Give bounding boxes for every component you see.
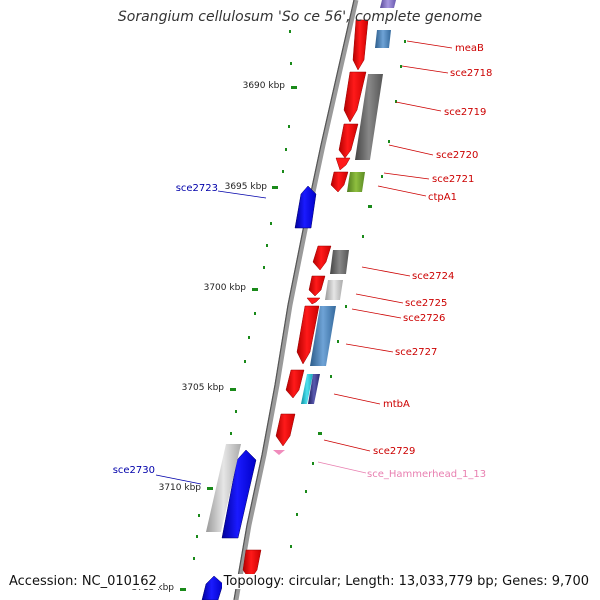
gene-label-ctp-a1: ctpA1: [428, 192, 457, 203]
category-box: [347, 172, 365, 192]
gene-arrow-sce2729[interactable]: [275, 413, 296, 447]
gene-arrow-sce2721[interactable]: [330, 171, 349, 193]
gene-arrow-mea-b[interactable]: [352, 19, 369, 71]
ruler-label: 3695 kbp: [225, 182, 268, 192]
category-box: [308, 374, 320, 404]
ruler-ticks: [180, 30, 406, 591]
gene-label-sce2721: sce2721: [432, 174, 474, 185]
gene-label-sce2726: sce2726: [403, 313, 445, 324]
category-box: [380, 0, 396, 8]
gene-arrow-mtb-a[interactable]: [285, 369, 305, 399]
ruler-label: 3690 kbp: [243, 81, 286, 91]
gene-label-sce2720: sce2720: [436, 150, 478, 161]
gene-arrow-sce2726[interactable]: [306, 297, 321, 305]
gene-arrow-sce2719[interactable]: [338, 123, 359, 159]
gene-arrow-sce2730[interactable]: [221, 449, 257, 539]
gene-label-mtb-a: mtbA: [383, 399, 410, 410]
category-boxes: [206, 0, 396, 532]
label-leaders: [155, 40, 453, 485]
category-box: [330, 250, 349, 274]
gene-label-sce2725: sce2725: [405, 298, 447, 309]
gene-label-hammerhead: sce_Hammerhead_1_13: [367, 469, 486, 480]
gene-label-sce2719: sce2719: [444, 107, 486, 118]
gene-label-sce2727: sce2727: [395, 347, 437, 358]
gene-label-sce2723: sce2723: [176, 183, 218, 194]
category-box: [325, 280, 343, 300]
forward-strand-genes: [242, 19, 369, 581]
gene-arrow-sce2725[interactable]: [308, 275, 326, 297]
category-box: [355, 74, 383, 160]
gene-arrow-sce2724[interactable]: [312, 245, 332, 271]
gene-arrow-bottom[interactable]: [201, 575, 224, 600]
gene-label-sce2724: sce2724: [412, 271, 454, 282]
genome-backbone-edge: [233, 0, 355, 600]
gene-arrow-sce2718[interactable]: [343, 71, 367, 123]
ruler-label: 3700 kbp: [204, 283, 247, 293]
genome-summary-text: Topology: circular; Length: 13,033,779 b…: [221, 574, 591, 589]
ruler-label: 3705 kbp: [182, 383, 225, 393]
gene-arrow-sce2720[interactable]: [335, 157, 351, 171]
gene-label-sce2729: sce2729: [373, 446, 415, 457]
gene-label-sce2730: sce2730: [113, 465, 155, 476]
ruler-label: 3710 kbp: [159, 483, 202, 493]
gene-label-sce2718: sce2718: [450, 68, 492, 79]
map-title: Sorangium cellulosum 'So ce 56', complet…: [117, 9, 483, 25]
gene-arrow-sce2727[interactable]: [296, 305, 320, 365]
category-box: [301, 374, 313, 404]
reverse-strand-genes: [201, 185, 317, 600]
category-box: [375, 30, 391, 48]
accession-text: Accession: NC_010162: [7, 574, 159, 589]
gene-label-mea-b: meaB: [455, 43, 484, 54]
gene-arrow-sce2723[interactable]: [294, 185, 317, 229]
genome-backbone: [233, 0, 359, 600]
gene-arrow-hammerhead[interactable]: [273, 450, 285, 455]
category-box: [206, 444, 241, 532]
category-box: [310, 306, 336, 366]
